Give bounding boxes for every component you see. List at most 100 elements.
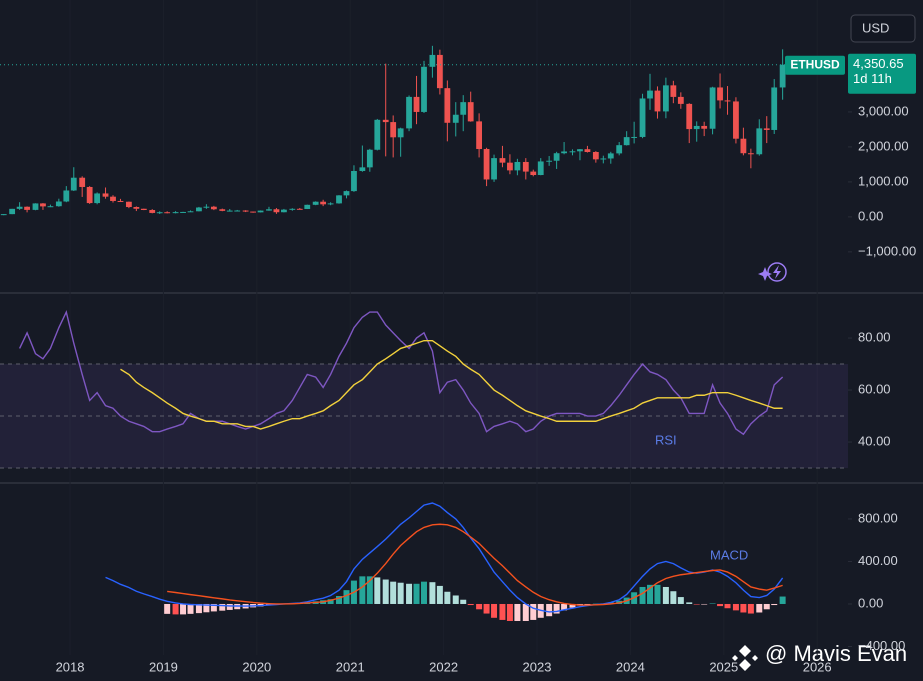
candle-body <box>196 207 202 212</box>
candle-body <box>397 128 404 138</box>
histogram-bar <box>756 603 763 613</box>
candle-body <box>561 151 567 154</box>
candle-body <box>16 206 23 209</box>
candle-body <box>537 161 544 176</box>
histogram-bar <box>732 603 739 611</box>
candle-body <box>452 114 459 123</box>
candle-body <box>686 103 693 130</box>
y-tick-label: 40.00 <box>858 433 891 448</box>
candle-body <box>234 210 241 212</box>
candle-body <box>577 149 583 152</box>
candle-body <box>467 102 474 122</box>
histogram-bar <box>172 603 179 615</box>
histogram-bar <box>397 582 404 604</box>
candle-body <box>164 212 171 214</box>
candle-body <box>483 149 490 180</box>
candle-body <box>662 85 669 112</box>
candle-body <box>320 201 327 205</box>
candle-body <box>724 100 731 102</box>
histogram-bar <box>522 603 529 621</box>
candle-body <box>756 128 763 155</box>
price-badge <box>848 53 916 94</box>
candle-body <box>366 149 373 168</box>
candle-body <box>210 206 217 210</box>
candle-body <box>140 208 147 210</box>
histogram-bar <box>429 582 436 604</box>
candle-body <box>647 90 653 99</box>
histogram-bar <box>771 603 778 606</box>
candle-body <box>79 177 86 187</box>
histogram-bar <box>374 577 381 604</box>
histogram-bar <box>390 581 397 604</box>
candle-body <box>24 206 30 210</box>
histogram-bar <box>444 591 451 604</box>
histogram-bar <box>382 579 389 604</box>
candle-body <box>70 177 77 191</box>
histogram-bar <box>701 603 708 605</box>
pane <box>0 45 786 216</box>
candle-body <box>530 171 537 176</box>
candle-body <box>491 158 497 180</box>
indicator-label: RSI <box>655 432 677 447</box>
candle-body <box>219 209 226 211</box>
candle-body <box>359 167 366 171</box>
x-tick-label: 2020 <box>242 659 271 674</box>
x-tick-label: 2019 <box>149 659 178 674</box>
x-tick-label: 2023 <box>523 659 552 674</box>
histogram-bar <box>219 603 226 611</box>
y-tick-label: 1,000.00 <box>858 173 909 188</box>
candle-body <box>203 206 210 208</box>
candle-body <box>677 96 684 104</box>
histogram-bar <box>343 590 350 604</box>
x-tick-label: 2026 <box>803 659 832 674</box>
y-tick-label: −400.00 <box>858 638 905 653</box>
symbol-label: ETHUSD <box>790 57 840 71</box>
currency-label[interactable]: USD <box>862 20 889 35</box>
candle-body <box>740 138 747 154</box>
symbol-badge <box>785 55 845 75</box>
histogram-bar <box>460 599 467 604</box>
x-tick-label: 2022 <box>429 659 458 674</box>
candle-body <box>763 128 770 130</box>
candle-body <box>670 85 677 97</box>
candle-body <box>514 161 521 171</box>
y-tick-label: 0.00 <box>858 595 883 610</box>
candle-body <box>701 125 708 129</box>
histogram-bar <box>164 603 171 614</box>
histogram-bar <box>693 603 700 605</box>
indicator-line <box>18 309 784 436</box>
histogram-bar <box>686 602 693 604</box>
currency-button[interactable]: USD <box>850 14 916 43</box>
icon-ring <box>767 262 787 282</box>
histogram-bar <box>210 603 217 612</box>
histogram-bar <box>203 603 210 613</box>
candle-body <box>406 96 412 129</box>
histogram-bar <box>584 603 591 605</box>
candle-body <box>693 125 700 130</box>
y-tick-label: 3,000.00 <box>858 103 909 118</box>
histogram-bar <box>670 591 677 604</box>
candle-body <box>733 101 739 139</box>
button-frame[interactable] <box>850 14 916 43</box>
candle-body <box>429 54 436 67</box>
histogram-bar <box>717 603 724 607</box>
y-tick-label: 2,000.00 <box>858 138 909 153</box>
countdown-label: 1d 11h <box>853 71 892 86</box>
histogram-bar <box>553 603 560 614</box>
x-tick-label: 2018 <box>56 659 85 674</box>
histogram-bar <box>654 584 661 604</box>
candle-body <box>507 162 513 171</box>
candle-body <box>476 121 483 150</box>
indicator-label: MACD <box>710 547 748 562</box>
histogram-bar <box>740 603 747 613</box>
candle-body <box>133 207 140 209</box>
candle-body <box>460 102 467 115</box>
candle-body <box>779 64 786 88</box>
histogram-bar <box>491 603 498 618</box>
y-tick-label: −1,000.00 <box>858 243 916 258</box>
histogram-bar <box>514 603 521 621</box>
candle-body <box>592 151 599 160</box>
histogram-bar <box>421 581 427 604</box>
candle-body <box>180 211 186 213</box>
candle-body <box>63 190 70 202</box>
